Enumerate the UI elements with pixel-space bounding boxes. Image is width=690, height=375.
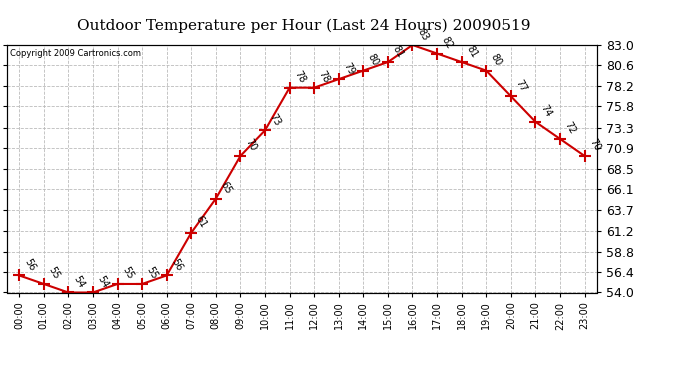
Text: Copyright 2009 Cartronics.com: Copyright 2009 Cartronics.com — [10, 49, 141, 58]
Text: 78: 78 — [317, 69, 332, 85]
Text: 70: 70 — [587, 138, 602, 153]
Text: 79: 79 — [342, 61, 356, 76]
Text: 55: 55 — [145, 266, 160, 281]
Text: 82: 82 — [440, 35, 455, 51]
Text: 56: 56 — [170, 257, 184, 273]
Text: 72: 72 — [563, 120, 578, 136]
Text: 77: 77 — [513, 78, 529, 93]
Text: 54: 54 — [71, 274, 86, 290]
Text: 78: 78 — [293, 69, 307, 85]
Text: 54: 54 — [96, 274, 110, 290]
Text: 55: 55 — [46, 266, 61, 281]
Text: 80: 80 — [489, 52, 504, 68]
Text: 80: 80 — [366, 52, 381, 68]
Text: 56: 56 — [22, 257, 37, 273]
Text: 65: 65 — [219, 180, 233, 196]
Text: Outdoor Temperature per Hour (Last 24 Hours) 20090519: Outdoor Temperature per Hour (Last 24 Ho… — [77, 19, 531, 33]
Text: 70: 70 — [243, 138, 258, 153]
Text: 81: 81 — [464, 44, 480, 59]
Text: 61: 61 — [194, 214, 209, 230]
Text: 83: 83 — [415, 27, 430, 42]
Text: 81: 81 — [391, 44, 406, 59]
Text: 74: 74 — [538, 104, 553, 119]
Text: 73: 73 — [268, 112, 283, 128]
Text: 55: 55 — [120, 266, 135, 281]
